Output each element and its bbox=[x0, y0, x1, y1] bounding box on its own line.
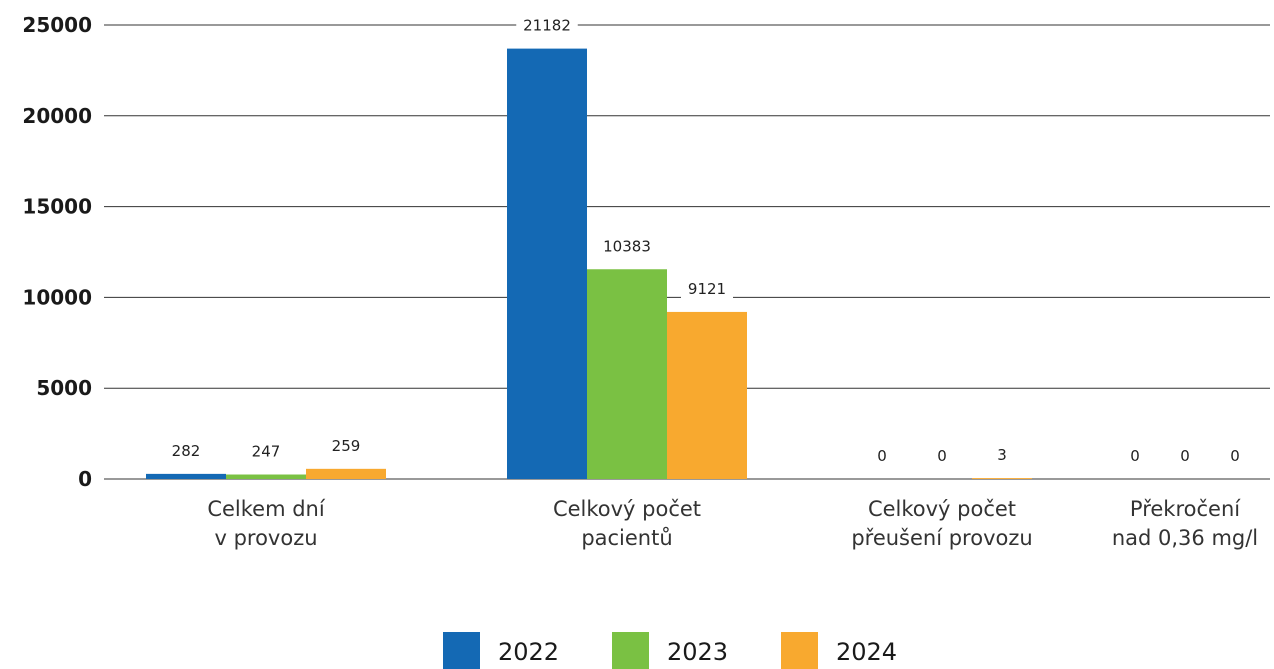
data-label: 0 bbox=[877, 447, 887, 465]
data-label-bg bbox=[516, 15, 578, 36]
category-label: Celkový počet bbox=[553, 497, 701, 521]
data-label-bg bbox=[930, 446, 954, 466]
category-label: nad 0,36 mg/l bbox=[1112, 526, 1258, 550]
data-label-bg bbox=[681, 278, 733, 299]
data-label-bg bbox=[244, 441, 288, 462]
data-label: 9121 bbox=[688, 280, 726, 298]
bar-2023-0 bbox=[226, 474, 306, 479]
y-axis-ticks: 0 5000 10000 15000 20000 25000 bbox=[22, 13, 92, 491]
data-label-bg bbox=[870, 446, 894, 466]
y-tick-label: 15000 bbox=[22, 195, 92, 219]
y-tick-label: 5000 bbox=[36, 376, 92, 400]
legend-label-2023: 2023 bbox=[667, 638, 728, 666]
data-label: 282 bbox=[172, 442, 201, 460]
bar-2024-1 bbox=[667, 311, 747, 479]
data-label: 0 bbox=[1230, 447, 1240, 465]
category-label: Celkový počet bbox=[868, 497, 1016, 521]
legend-swatch-2023 bbox=[612, 632, 649, 669]
y-tick-label: 10000 bbox=[22, 285, 92, 309]
legend: 2022 2023 2024 bbox=[443, 632, 897, 669]
y-tick-label: 0 bbox=[78, 467, 92, 491]
data-label: 0 bbox=[1180, 447, 1190, 465]
category-labels: Celkem dní v provozu Celkový počet pacientů… bbox=[207, 497, 1258, 550]
bar-2022-1 bbox=[507, 48, 587, 479]
bars bbox=[146, 48, 1032, 479]
data-label: 10383 bbox=[603, 237, 651, 255]
data-label-bg bbox=[1223, 446, 1247, 466]
data-label-bg bbox=[1123, 446, 1147, 466]
category-label: v provozu bbox=[214, 526, 317, 550]
data-label: 0 bbox=[1130, 447, 1140, 465]
data-label-bg bbox=[596, 236, 658, 257]
data-label-bg bbox=[990, 445, 1014, 466]
bar-2024-0 bbox=[306, 468, 386, 479]
data-labels: 282 247 259 21182 10383 9121 0 0 3 0 0 0 bbox=[164, 15, 1247, 466]
bar-2022-0 bbox=[146, 473, 226, 479]
legend-label-2022: 2022 bbox=[498, 638, 559, 666]
data-label-bg bbox=[164, 440, 208, 461]
category-label: pacientů bbox=[581, 526, 672, 550]
legend-label-2024: 2024 bbox=[836, 638, 897, 666]
bar-2024-2 bbox=[972, 478, 1032, 479]
category-label: přeušení provozu bbox=[851, 526, 1032, 550]
data-label: 3 bbox=[997, 446, 1007, 464]
category-label: Celkem dní bbox=[207, 497, 326, 521]
data-label-bg bbox=[324, 435, 368, 456]
legend-swatch-2024 bbox=[781, 632, 818, 669]
y-tick-label: 25000 bbox=[22, 13, 92, 37]
data-label: 21182 bbox=[523, 17, 571, 35]
legend-swatch-2022 bbox=[443, 632, 480, 669]
y-tick-label: 20000 bbox=[22, 104, 92, 128]
data-label: 259 bbox=[332, 437, 361, 455]
category-label: Překročení bbox=[1130, 497, 1241, 521]
bar-2023-1 bbox=[587, 269, 667, 479]
data-label-bg bbox=[1173, 446, 1197, 466]
data-label: 0 bbox=[937, 447, 947, 465]
data-label: 247 bbox=[252, 443, 281, 461]
